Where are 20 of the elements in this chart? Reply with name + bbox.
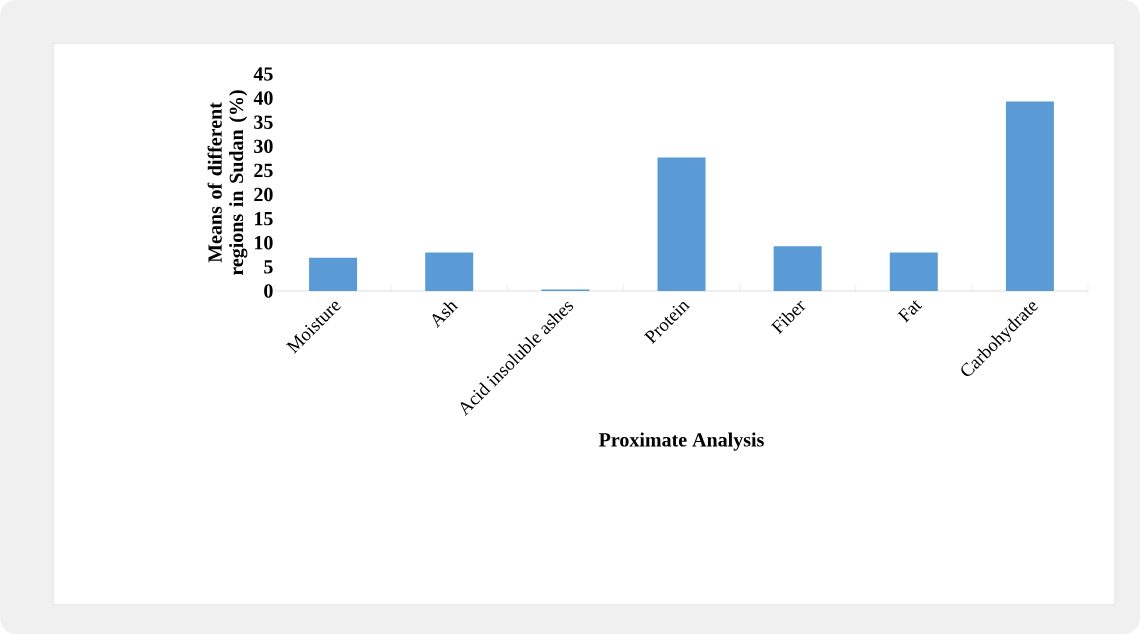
bar — [773, 246, 822, 291]
y-tick-label: 25 — [254, 163, 273, 178]
y-tick-label: 35 — [254, 115, 273, 129]
y-tick-label: 5 — [264, 260, 273, 274]
y-axis-title: Means of different regions in Sudan (%) — [207, 90, 248, 276]
bar — [1005, 101, 1054, 291]
x-tick-label: Fat — [897, 300, 923, 323]
y-tick-label: 30 — [254, 139, 273, 154]
x-axis-title: Proximate Analysis — [598, 432, 764, 451]
y-tick-label: 20 — [254, 187, 273, 202]
bar — [657, 157, 706, 291]
bar — [889, 252, 938, 291]
y-tick-label: 40 — [253, 91, 273, 105]
y-tick-label: 10 — [255, 236, 273, 250]
y-tick-label: 45 — [253, 67, 273, 81]
y-tick-label: 15 — [255, 211, 273, 226]
bar — [425, 252, 474, 291]
x-tick-label: Ash — [432, 302, 459, 328]
bar — [309, 257, 358, 291]
y-tick-label: 0 — [264, 284, 273, 298]
